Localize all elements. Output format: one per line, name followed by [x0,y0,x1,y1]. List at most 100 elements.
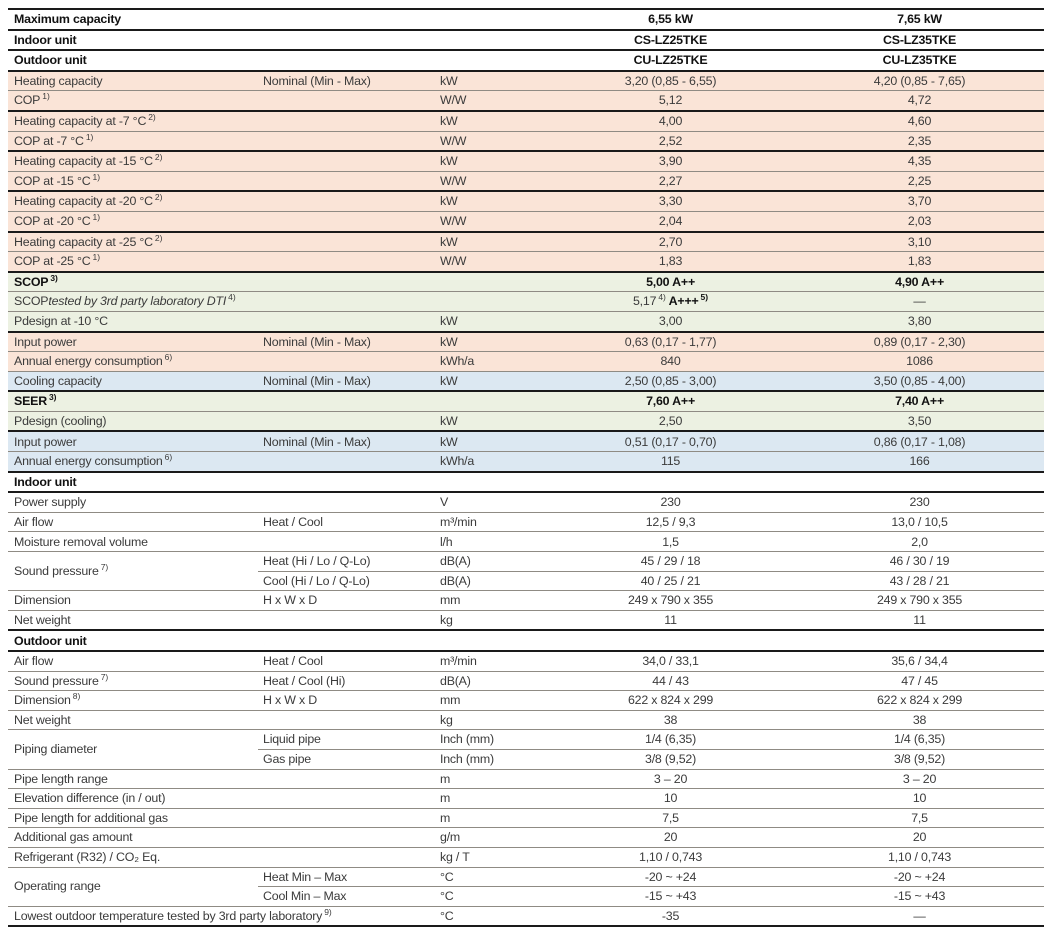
param-label: Input power [8,330,258,352]
param-label-text: Sound pressure [14,563,99,578]
value-2: 249 x 790 x 355 [795,590,1045,611]
unit-label: dB(A) [436,551,547,572]
param-label-text: Input power [14,434,77,449]
spec-row: Pipe length for additional gas m 7,5 7,5 [8,807,1045,828]
param-label-text: Indoor unit [14,32,77,47]
unit-label: kWh/a [436,351,547,372]
value-2: — [795,291,1045,312]
value-1: 115 [546,451,796,472]
unit-label: kW [436,370,547,392]
spec-table: Maximum capacity 6,55 kW 7,65 kW Indoor uni… [8,8,1045,928]
footnote-ref: 6) [164,352,173,363]
unit-label: kg [436,609,547,631]
value-1: 34,0 / 33,1 [546,649,796,672]
unit-label: m [436,807,547,828]
param-label-text: Annual energy consumption [14,454,163,469]
value-2: 43 / 28 / 21 [795,570,1045,591]
unit-label: W/W [436,210,547,232]
value-1: 5,17 4) A+++ 5) [546,291,796,312]
value-2: 47 / 45 [795,670,1045,691]
param-label: Net weight [8,609,436,631]
value-segment: A+++ [665,294,699,309]
param-label: Pipe length for additional gas [8,807,436,828]
value-1: 230 [546,491,796,513]
param-label-text: COP [14,93,41,108]
footnote-ref: 1) [92,211,101,222]
param-label-text: Heating capacity [14,73,103,88]
param-label-italic: tested by 3rd party laboratory DTI [48,294,227,309]
param-label: Lowest outdoor temperature tested by 3rd… [8,905,436,927]
unit-label: kg [436,709,547,730]
sub-param-label: Heat / Cool (Hi) [258,670,436,691]
value-1: 2,27 [546,170,796,192]
param-label: SEER 3) [8,390,436,412]
spec-row: Lowest outdoor temperature tested by 3rd… [8,905,1045,927]
value-2: 4,60 [795,109,1045,132]
value-2: 3,50 [795,410,1045,432]
value-1: 2,04 [546,210,796,232]
param-label: Net weight [8,709,436,730]
value-1: 3,00 [546,310,796,332]
value-1: 1,5 [546,531,796,552]
unit-label: m³/min [436,649,547,672]
sub-param-label: Nominal (Min - Max) [258,430,436,452]
param-label: COP 1) [8,90,436,111]
param-label-text: Air flow [14,514,54,529]
value-1: 1,83 [546,251,796,272]
sub-param-label: Gas pipe [258,748,436,770]
value-1: 2,70 [546,230,796,252]
value-2: -20 ~ +24 [795,866,1045,887]
value-1: 12,5 / 9,3 [546,511,796,532]
param-label: Moisture removal volume [8,531,436,552]
footnote-ref: 1) [85,131,94,142]
header-row: Maximum capacity 6,55 kW 7,65 kW [8,8,1045,30]
spec-row: Cooling capacity Nominal (Min - Max) kW 2,5… [8,370,1045,392]
param-label-text: COP at -20 °C [14,214,91,229]
value-1: 40 / 25 / 21 [546,570,796,591]
value-2: 3,80 [795,310,1045,332]
value-2: 10 [795,788,1045,809]
value-1: 2,50 [546,410,796,432]
param-label: Sound pressure 7) [8,670,258,691]
param-label: Heating capacity at -7 °C 2) [8,109,436,132]
unit-label: mm [436,690,547,711]
param-label-text: Maximum capacity [14,12,121,27]
footnote-ref: 1) [92,252,101,263]
spec-row: Heating capacity at -15 °C 2) kW 3,90 4,35 [8,150,1045,172]
param-label: Heating capacity [8,69,258,91]
value-1: 10 [546,788,796,809]
value-1: 1/4 (6,35) [546,729,796,750]
param-label: Heating capacity at -20 °C 2) [8,190,436,212]
param-label: COP at -25 °C 1) [8,251,436,272]
unit-label: g/m [436,827,547,848]
unit-label: °C [436,905,547,927]
value-1: 3/8 (9,52) [546,748,796,770]
param-label: Outdoor unit [8,49,547,71]
value-2: — [795,905,1045,927]
footnote-ref: 2) [154,152,163,163]
unit-label: m [436,768,547,789]
spec-row: Pipe length range m 3 – 20 3 – 20 [8,768,1045,789]
unit-label: kWh/a [436,451,547,472]
footnote-ref: 2) [148,111,156,122]
param-label-text: Moisture removal volume [14,534,148,549]
unit-label: m³/min [436,511,547,532]
param-label-text: COP at -25 °C [14,254,91,269]
param-label-text: Outdoor unit [14,633,87,648]
value-1: 4,00 [546,109,796,132]
param-label-text: Dimension [14,593,71,608]
spec-table-body: Maximum capacity 6,55 kW 7,65 kW Indoor uni… [8,8,1045,927]
value-1: 622 x 824 x 299 [546,690,796,711]
unit-label: kW [436,69,547,91]
value-2: 4,35 [795,150,1045,172]
value-1: 3,20 (0,85 - 6,55) [546,69,796,91]
unit-label: W/W [436,251,547,272]
sub-param-label: Heat / Cool [258,511,436,532]
value-2: 3,10 [795,230,1045,252]
param-label-text: Outdoor unit [14,53,87,68]
value-2: CS-LZ35TKE [795,28,1045,51]
spec-row: Cool (Hi / Lo / Q-Lo) dB(A) 40 / 25 / 21 43… [8,570,1045,591]
param-label-text: Pipe length range [14,771,108,786]
value-2: CU-LZ35TKE [795,49,1045,71]
